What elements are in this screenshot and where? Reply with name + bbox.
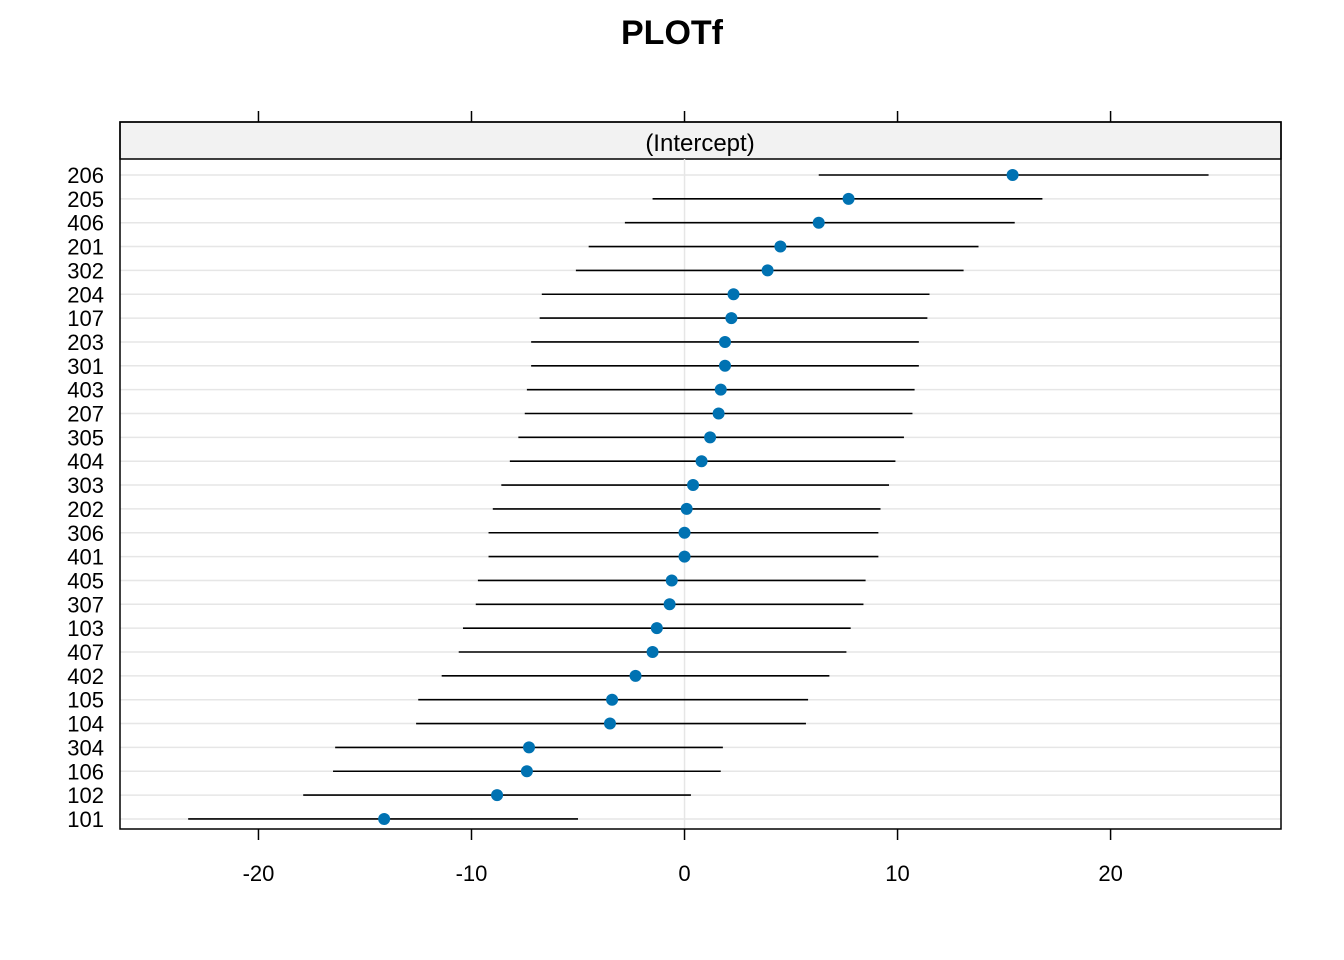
category-label-103: 103 (67, 616, 104, 641)
panel-frame (119, 121, 1282, 830)
point-207 (712, 407, 725, 420)
category-label-206: 206 (67, 163, 104, 188)
category-label-407: 407 (67, 640, 104, 665)
category-label-205: 205 (67, 187, 104, 212)
category-label-405: 405 (67, 568, 104, 593)
point-407 (646, 646, 659, 658)
category-label-102: 102 (67, 783, 104, 808)
category-label-202: 202 (67, 497, 104, 522)
point-201 (774, 240, 787, 253)
category-label-303: 303 (67, 473, 104, 498)
grid-layer (120, 159, 1281, 829)
point-204 (727, 288, 740, 301)
point-303 (687, 479, 700, 492)
category-label-106: 106 (67, 759, 104, 784)
x-tick-label: 20 (1098, 861, 1122, 886)
category-label-402: 402 (67, 664, 104, 689)
point-layer (378, 169, 1019, 825)
interval-layer (188, 174, 1209, 820)
category-label-201: 201 (67, 235, 104, 260)
point-105 (606, 693, 619, 706)
point-206 (1006, 169, 1019, 181)
point-403 (714, 383, 727, 396)
point-102 (491, 789, 504, 802)
category-label-401: 401 (67, 545, 104, 570)
point-106 (520, 765, 533, 778)
category-label-304: 304 (67, 735, 104, 760)
x-tick-label: 0 (678, 861, 690, 886)
category-label-305: 305 (67, 425, 104, 450)
category-label-302: 302 (67, 258, 104, 283)
category-label-301: 301 (67, 354, 104, 379)
category-label-layer: 2062054062013022041072033014032073054043… (67, 163, 104, 832)
chart-title: PLOTf (621, 14, 724, 52)
category-label-107: 107 (67, 306, 104, 331)
category-label-203: 203 (67, 330, 104, 355)
point-103 (650, 622, 663, 635)
point-402 (629, 669, 642, 682)
point-203 (718, 335, 731, 348)
point-202 (680, 502, 693, 515)
category-label-101: 101 (67, 807, 104, 832)
category-label-204: 204 (67, 282, 104, 307)
point-302 (761, 264, 774, 277)
category-label-404: 404 (67, 449, 104, 474)
point-307 (663, 598, 676, 611)
category-label-104: 104 (67, 712, 104, 737)
axis-layer: -20 -10 0 10 20 (243, 111, 1123, 886)
point-405 (665, 574, 678, 587)
category-label-307: 307 (67, 592, 104, 617)
category-label-406: 406 (67, 211, 104, 236)
point-406 (812, 216, 825, 229)
panel-strip-label: (Intercept) (645, 130, 754, 157)
x-tick-label: -10 (456, 861, 488, 886)
panel-strip (119, 121, 1282, 160)
point-401 (678, 550, 691, 563)
point-305 (704, 431, 717, 444)
point-301 (718, 359, 731, 372)
point-205 (842, 192, 855, 205)
point-104 (603, 717, 616, 730)
category-label-105: 105 (67, 688, 104, 713)
point-304 (523, 741, 536, 754)
point-306 (678, 526, 691, 539)
x-tick-label: -20 (243, 861, 275, 886)
category-label-306: 306 (67, 521, 104, 546)
point-107 (725, 312, 738, 325)
point-101 (378, 812, 391, 825)
x-tick-label: 10 (885, 861, 909, 886)
point-404 (695, 455, 708, 468)
category-label-207: 207 (67, 402, 104, 427)
category-label-403: 403 (67, 378, 104, 403)
